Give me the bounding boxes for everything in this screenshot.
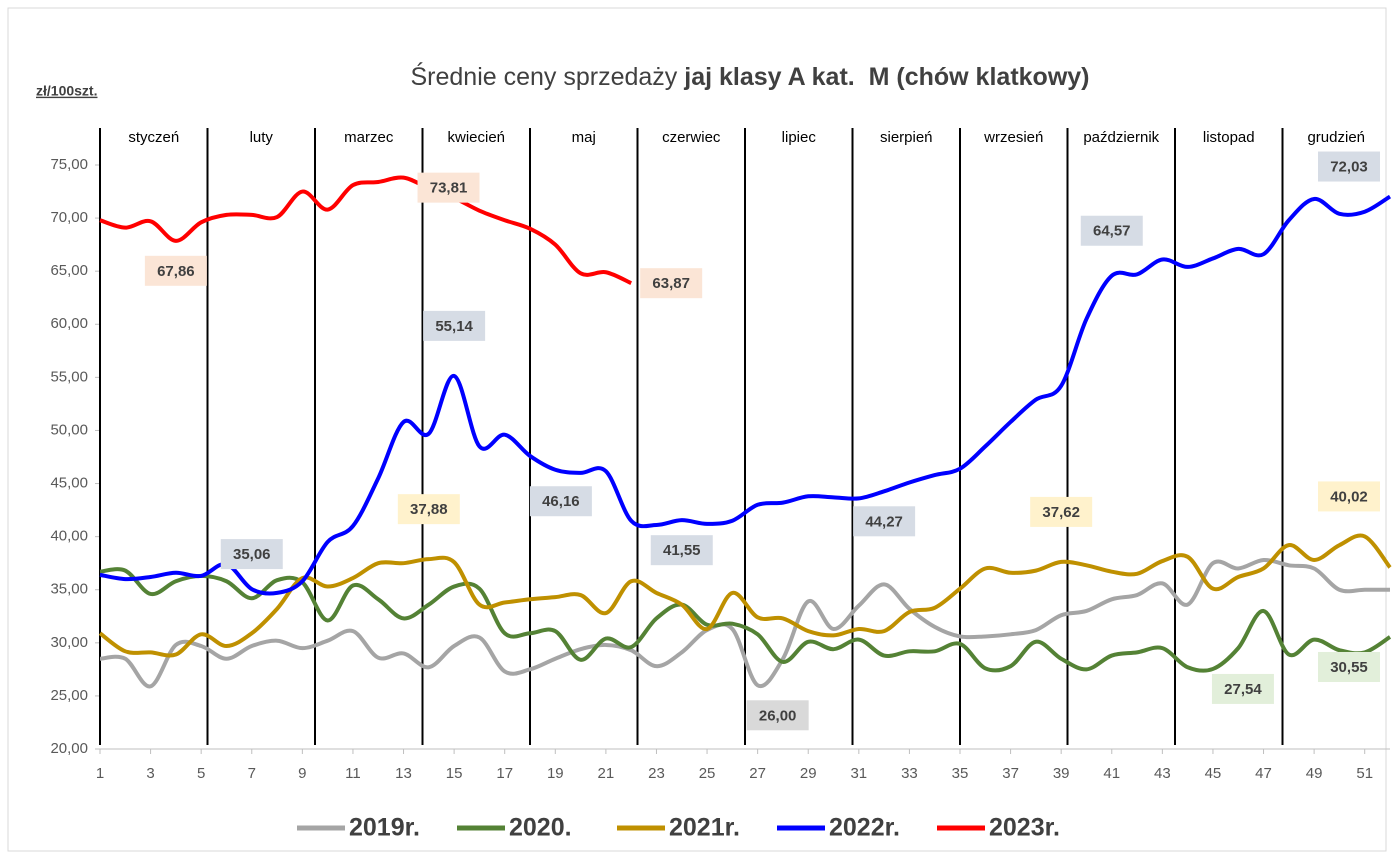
legend-label: 2022r. — [829, 814, 900, 842]
data-label: 67,86 — [157, 263, 195, 280]
data-label-bg — [397, 494, 460, 525]
x-tick-label: 3 — [146, 765, 154, 782]
x-tick-label: 33 — [901, 765, 918, 782]
y-tick-label: 30,00 — [50, 634, 88, 651]
data-label-bg — [529, 486, 592, 517]
data-label-bg — [1211, 673, 1274, 704]
data-label: 30,55 — [1330, 659, 1368, 676]
data-label: 27,54 — [1224, 681, 1262, 698]
month-label: listopad — [1203, 129, 1255, 146]
series-line — [99, 567, 1392, 673]
y-tick-label: 35,00 — [50, 581, 88, 598]
x-tick-label: 9 — [298, 765, 306, 782]
month-label: grudzień — [1307, 129, 1365, 146]
data-label-bg — [1030, 496, 1093, 527]
data-label-bg — [853, 506, 916, 537]
x-tick-label: 41 — [1103, 765, 1120, 782]
series-line — [99, 557, 1390, 689]
x-tick-label: 11 — [345, 765, 361, 782]
x-tick-label: 31 — [850, 765, 867, 782]
month-label: luty — [250, 129, 274, 146]
x-tick-label: 29 — [800, 765, 817, 782]
y-tick-label: 20,00 — [50, 740, 88, 757]
series-line — [99, 194, 1392, 596]
month-label: kwiecień — [447, 129, 505, 146]
x-tick-label: 19 — [547, 765, 564, 782]
y-tick-label: 55,00 — [50, 368, 88, 385]
title-bold: jaj klasy A kat. M (chów klatkowy) — [683, 63, 1089, 91]
data-label: 26,00 — [759, 707, 797, 724]
data-label-bg — [417, 172, 480, 203]
data-label: 37,62 — [1042, 504, 1080, 521]
month-label: sierpień — [880, 129, 933, 146]
data-label: 41,55 — [663, 542, 701, 559]
x-tick-label: 15 — [446, 765, 463, 782]
data-label-bg — [144, 255, 207, 286]
y-tick-label: 25,00 — [50, 687, 88, 704]
data-label: 37,88 — [410, 501, 448, 518]
data-label-bg — [746, 700, 809, 731]
data-label: 40,02 — [1330, 488, 1368, 505]
x-tick-label: 23 — [648, 765, 665, 782]
month-label: marzec — [344, 129, 394, 146]
x-tick-label: 37 — [1002, 765, 1019, 782]
data-label-bg — [1318, 151, 1380, 182]
y-tick-label: 40,00 — [50, 528, 88, 545]
legend-label: 2019r. — [349, 814, 420, 842]
x-tick-label: 39 — [1053, 765, 1070, 782]
month-label: lipiec — [782, 129, 817, 146]
data-label: 72,03 — [1330, 159, 1368, 176]
month-label: wrzesień — [983, 129, 1043, 146]
data-label-bg — [1318, 651, 1380, 682]
x-tick-label: 25 — [699, 765, 716, 782]
x-tick-label: 49 — [1306, 765, 1323, 782]
x-tick-label: 7 — [248, 765, 256, 782]
data-label: 46,16 — [542, 493, 580, 510]
legend-label: 2020. — [509, 814, 572, 842]
data-label: 73,81 — [430, 180, 468, 197]
month-label: październik — [1083, 129, 1159, 146]
x-tick-label: 45 — [1205, 765, 1222, 782]
y-tick-label: 50,00 — [50, 421, 88, 438]
x-tick-label: 51 — [1356, 765, 1373, 782]
chart-title: Średnie ceny sprzedaży jaj klasy A kat. … — [411, 61, 1090, 91]
data-label-bg — [640, 268, 703, 299]
series-line — [99, 175, 633, 286]
data-label-bg — [1318, 481, 1380, 512]
legend-label: 2021r. — [669, 814, 740, 842]
y-tick-label: 60,00 — [50, 315, 88, 332]
data-label: 35,06 — [233, 546, 271, 563]
x-tick-label: 43 — [1154, 765, 1171, 782]
x-tick-label: 5 — [197, 765, 205, 782]
x-tick-label: 13 — [395, 765, 412, 782]
y-tick-label: 65,00 — [50, 262, 88, 279]
x-tick-label: 47 — [1255, 765, 1272, 782]
y-tick-label: 75,00 — [50, 156, 88, 173]
data-label-bg — [423, 310, 486, 341]
y-tick-label: 45,00 — [50, 475, 88, 492]
data-label-bg — [1080, 215, 1143, 246]
x-tick-label: 21 — [598, 765, 615, 782]
x-tick-label: 35 — [952, 765, 969, 782]
y-tick-label: 70,00 — [50, 209, 88, 226]
data-label: 44,27 — [865, 513, 903, 530]
data-label: 55,14 — [435, 318, 473, 335]
x-tick-label: 17 — [496, 765, 513, 782]
title-regular: Średnie ceny sprzedaży — [411, 61, 685, 91]
legend-label: 2023r. — [989, 814, 1060, 842]
x-tick-label: 27 — [749, 765, 766, 782]
x-tick-label: 1 — [96, 765, 104, 782]
chart-frame — [7, 7, 1387, 852]
y-axis-label: zł/100szt. — [36, 83, 97, 99]
data-label-bg — [650, 535, 713, 566]
month-label: styczeń — [128, 129, 179, 146]
month-label: maj — [572, 129, 596, 146]
data-label: 63,87 — [652, 275, 690, 292]
series-line — [98, 533, 1392, 658]
month-label: czerwiec — [662, 129, 721, 146]
data-label-bg — [220, 539, 283, 570]
data-label: 64,57 — [1093, 223, 1131, 240]
